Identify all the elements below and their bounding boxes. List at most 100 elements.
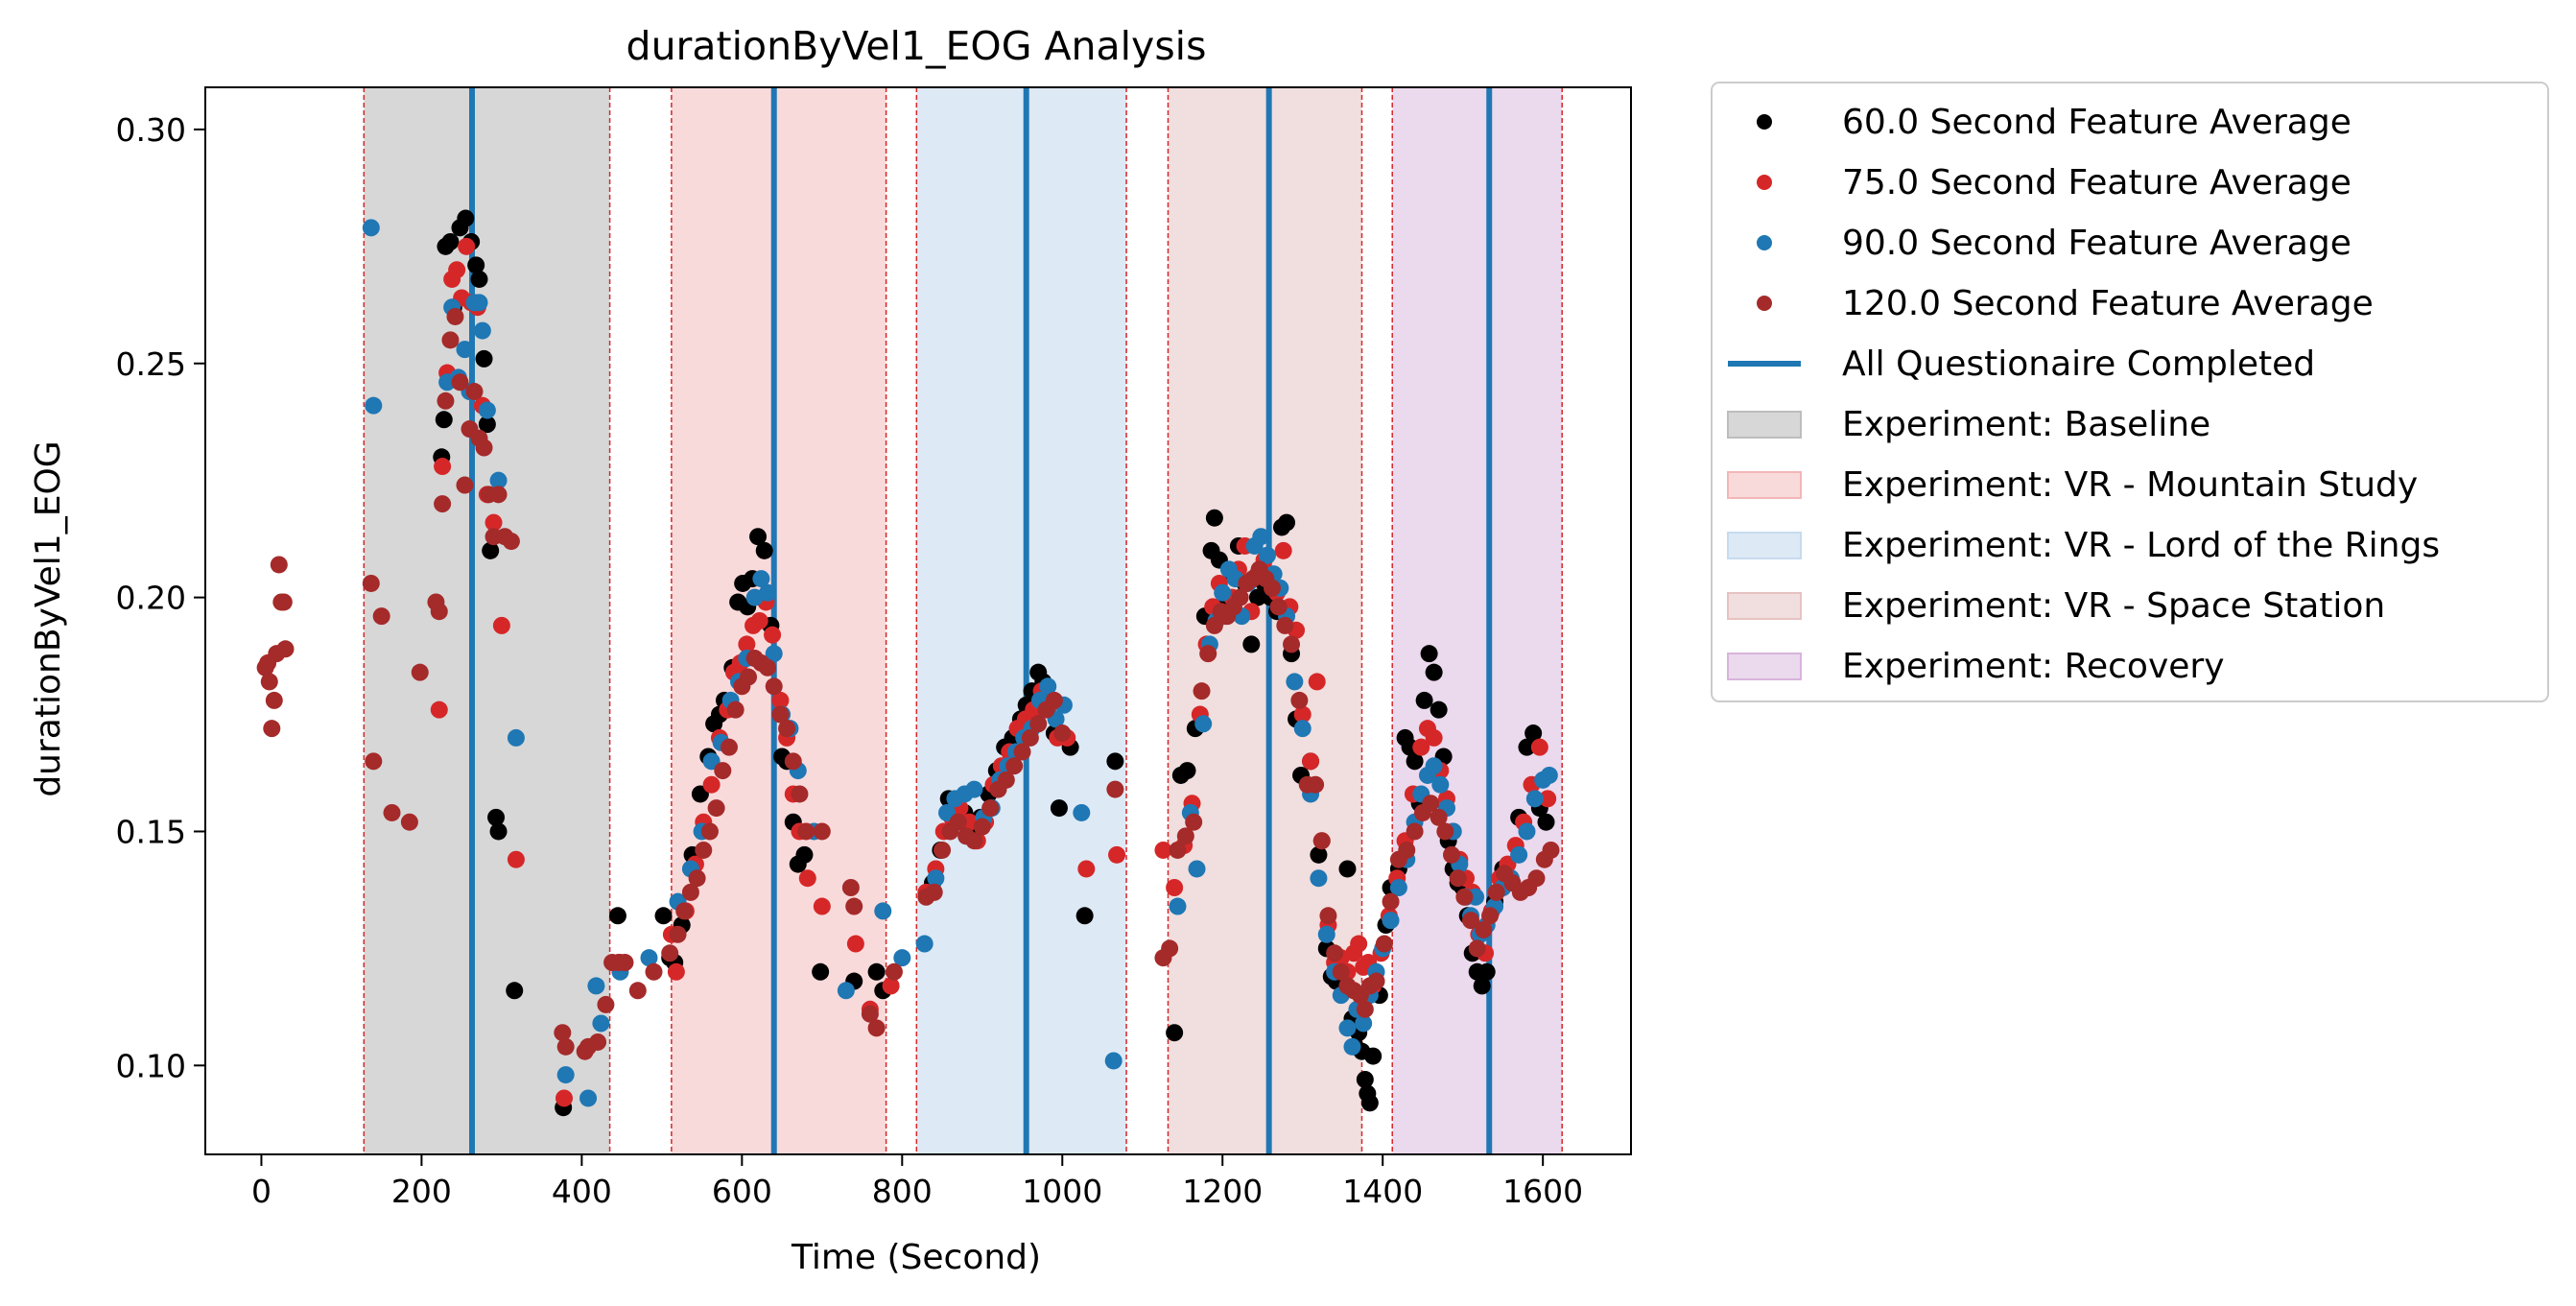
point-3-3: [263, 720, 281, 738]
point-3-96: [1193, 682, 1211, 700]
legend-entry-9: Experiment: Recovery: [1727, 647, 2225, 686]
point-3-50: [700, 822, 719, 841]
point-3-23: [456, 476, 474, 494]
point-1-58: [1077, 860, 1096, 878]
point-3-92: [1161, 939, 1179, 958]
point-3-86: [1029, 715, 1048, 733]
point-2-5: [456, 341, 474, 359]
point-3-136: [1462, 912, 1480, 930]
point-3-61: [771, 705, 790, 724]
point-2-77: [1310, 869, 1328, 888]
point-2-11: [489, 471, 508, 489]
point-0-67: [1166, 1024, 1184, 1042]
point-3-60: [765, 677, 783, 696]
y-tick-label-4: 0.30: [116, 111, 186, 149]
point-1-82: [1308, 673, 1326, 691]
point-3-30: [489, 486, 508, 504]
point-2-36: [874, 902, 892, 920]
experiment-boundary-lines: [363, 87, 1563, 1154]
point-1-35: [798, 869, 816, 888]
point-3-51: [707, 799, 725, 818]
point-3-110: [1283, 635, 1301, 653]
point-3-8: [274, 593, 293, 611]
point-2-94: [1425, 757, 1443, 775]
point-2-29: [759, 583, 777, 602]
point-1-6: [458, 237, 476, 255]
point-0-90: [1310, 845, 1328, 864]
legend-entry-2: 90.0 Second Feature Average: [1757, 224, 2351, 263]
point-0-41: [812, 962, 830, 981]
point-3-83: [1005, 757, 1024, 775]
point-3-138: [1475, 920, 1493, 938]
point-0-8: [467, 256, 485, 274]
point-0-33: [749, 528, 768, 546]
point-0-66: [1106, 752, 1124, 771]
point-1-30: [764, 626, 782, 644]
y-axis-ticks: 0.10 0.15 0.20 0.25 0.30: [116, 111, 205, 1084]
point-3-128: [1406, 822, 1424, 841]
point-3-139: [1481, 907, 1500, 925]
point-2-88: [1382, 912, 1400, 930]
legend-marker: [1757, 235, 1772, 250]
point-0-79: [1242, 635, 1261, 653]
point-0-80: [1248, 588, 1266, 606]
point-2-81: [1338, 1019, 1357, 1037]
x-tick-label-5: 1000: [1022, 1173, 1102, 1210]
region-1: [671, 87, 886, 1154]
point-3-124: [1375, 935, 1393, 953]
point-2-95: [1431, 775, 1450, 794]
point-3-18: [434, 495, 452, 513]
point-1-0: [430, 700, 448, 719]
point-3-90: [1106, 780, 1124, 798]
point-0-43: [867, 962, 886, 981]
point-3-68: [845, 897, 863, 915]
point-3-116: [1326, 944, 1344, 962]
point-3-78: [965, 832, 983, 850]
point-3-47: [681, 883, 699, 901]
point-2-56: [1104, 1052, 1123, 1070]
series-3: [256, 307, 1560, 1060]
point-0-1: [435, 411, 453, 429]
legend-label: Experiment: VR - Lord of the Rings: [1842, 526, 2440, 565]
point-1-98: [1412, 738, 1430, 756]
legend-label: All Questionaire Completed: [1842, 344, 2315, 384]
legend-marker: [1757, 114, 1772, 130]
point-3-6: [270, 556, 288, 574]
point-3-64: [791, 785, 809, 803]
x-tick-label-2: 400: [552, 1173, 612, 1210]
point-2-0: [362, 219, 380, 237]
point-1-81: [1302, 752, 1320, 771]
point-3-32: [502, 533, 520, 551]
point-2-70: [1258, 546, 1276, 564]
legend-label: 90.0 Second Feature Average: [1842, 224, 2351, 263]
point-3-43: [645, 962, 663, 981]
point-3-89: [1053, 724, 1072, 743]
point-3-54: [726, 700, 744, 719]
point-3-130: [1422, 795, 1440, 813]
point-0-18: [654, 907, 673, 925]
point-3-10: [362, 574, 380, 592]
point-3-109: [1276, 616, 1294, 634]
point-3-137: [1468, 939, 1486, 958]
point-0-73: [1205, 509, 1223, 527]
point-3-94: [1176, 827, 1194, 845]
legend-marker: [1757, 296, 1772, 311]
point-3-114: [1312, 832, 1331, 850]
point-2-78: [1317, 925, 1335, 943]
point-0-85: [1278, 513, 1296, 532]
point-0-6: [457, 209, 475, 227]
point-3-34: [556, 1037, 575, 1056]
point-1-89: [1350, 935, 1368, 953]
legend-entry-1: 75.0 Second Feature Average: [1757, 163, 2351, 202]
legend-label: Experiment: Recovery: [1842, 647, 2225, 686]
point-2-35: [837, 982, 855, 1000]
point-0-110: [1406, 752, 1424, 771]
point-2-1: [365, 396, 383, 415]
x-tick-label-8: 1600: [1502, 1173, 1583, 1210]
point-2-37: [893, 949, 911, 967]
point-1-12: [492, 616, 510, 634]
point-3-20: [441, 331, 460, 349]
point-2-9: [473, 321, 491, 340]
point-3-12: [372, 607, 390, 626]
point-3-123: [1367, 972, 1385, 990]
